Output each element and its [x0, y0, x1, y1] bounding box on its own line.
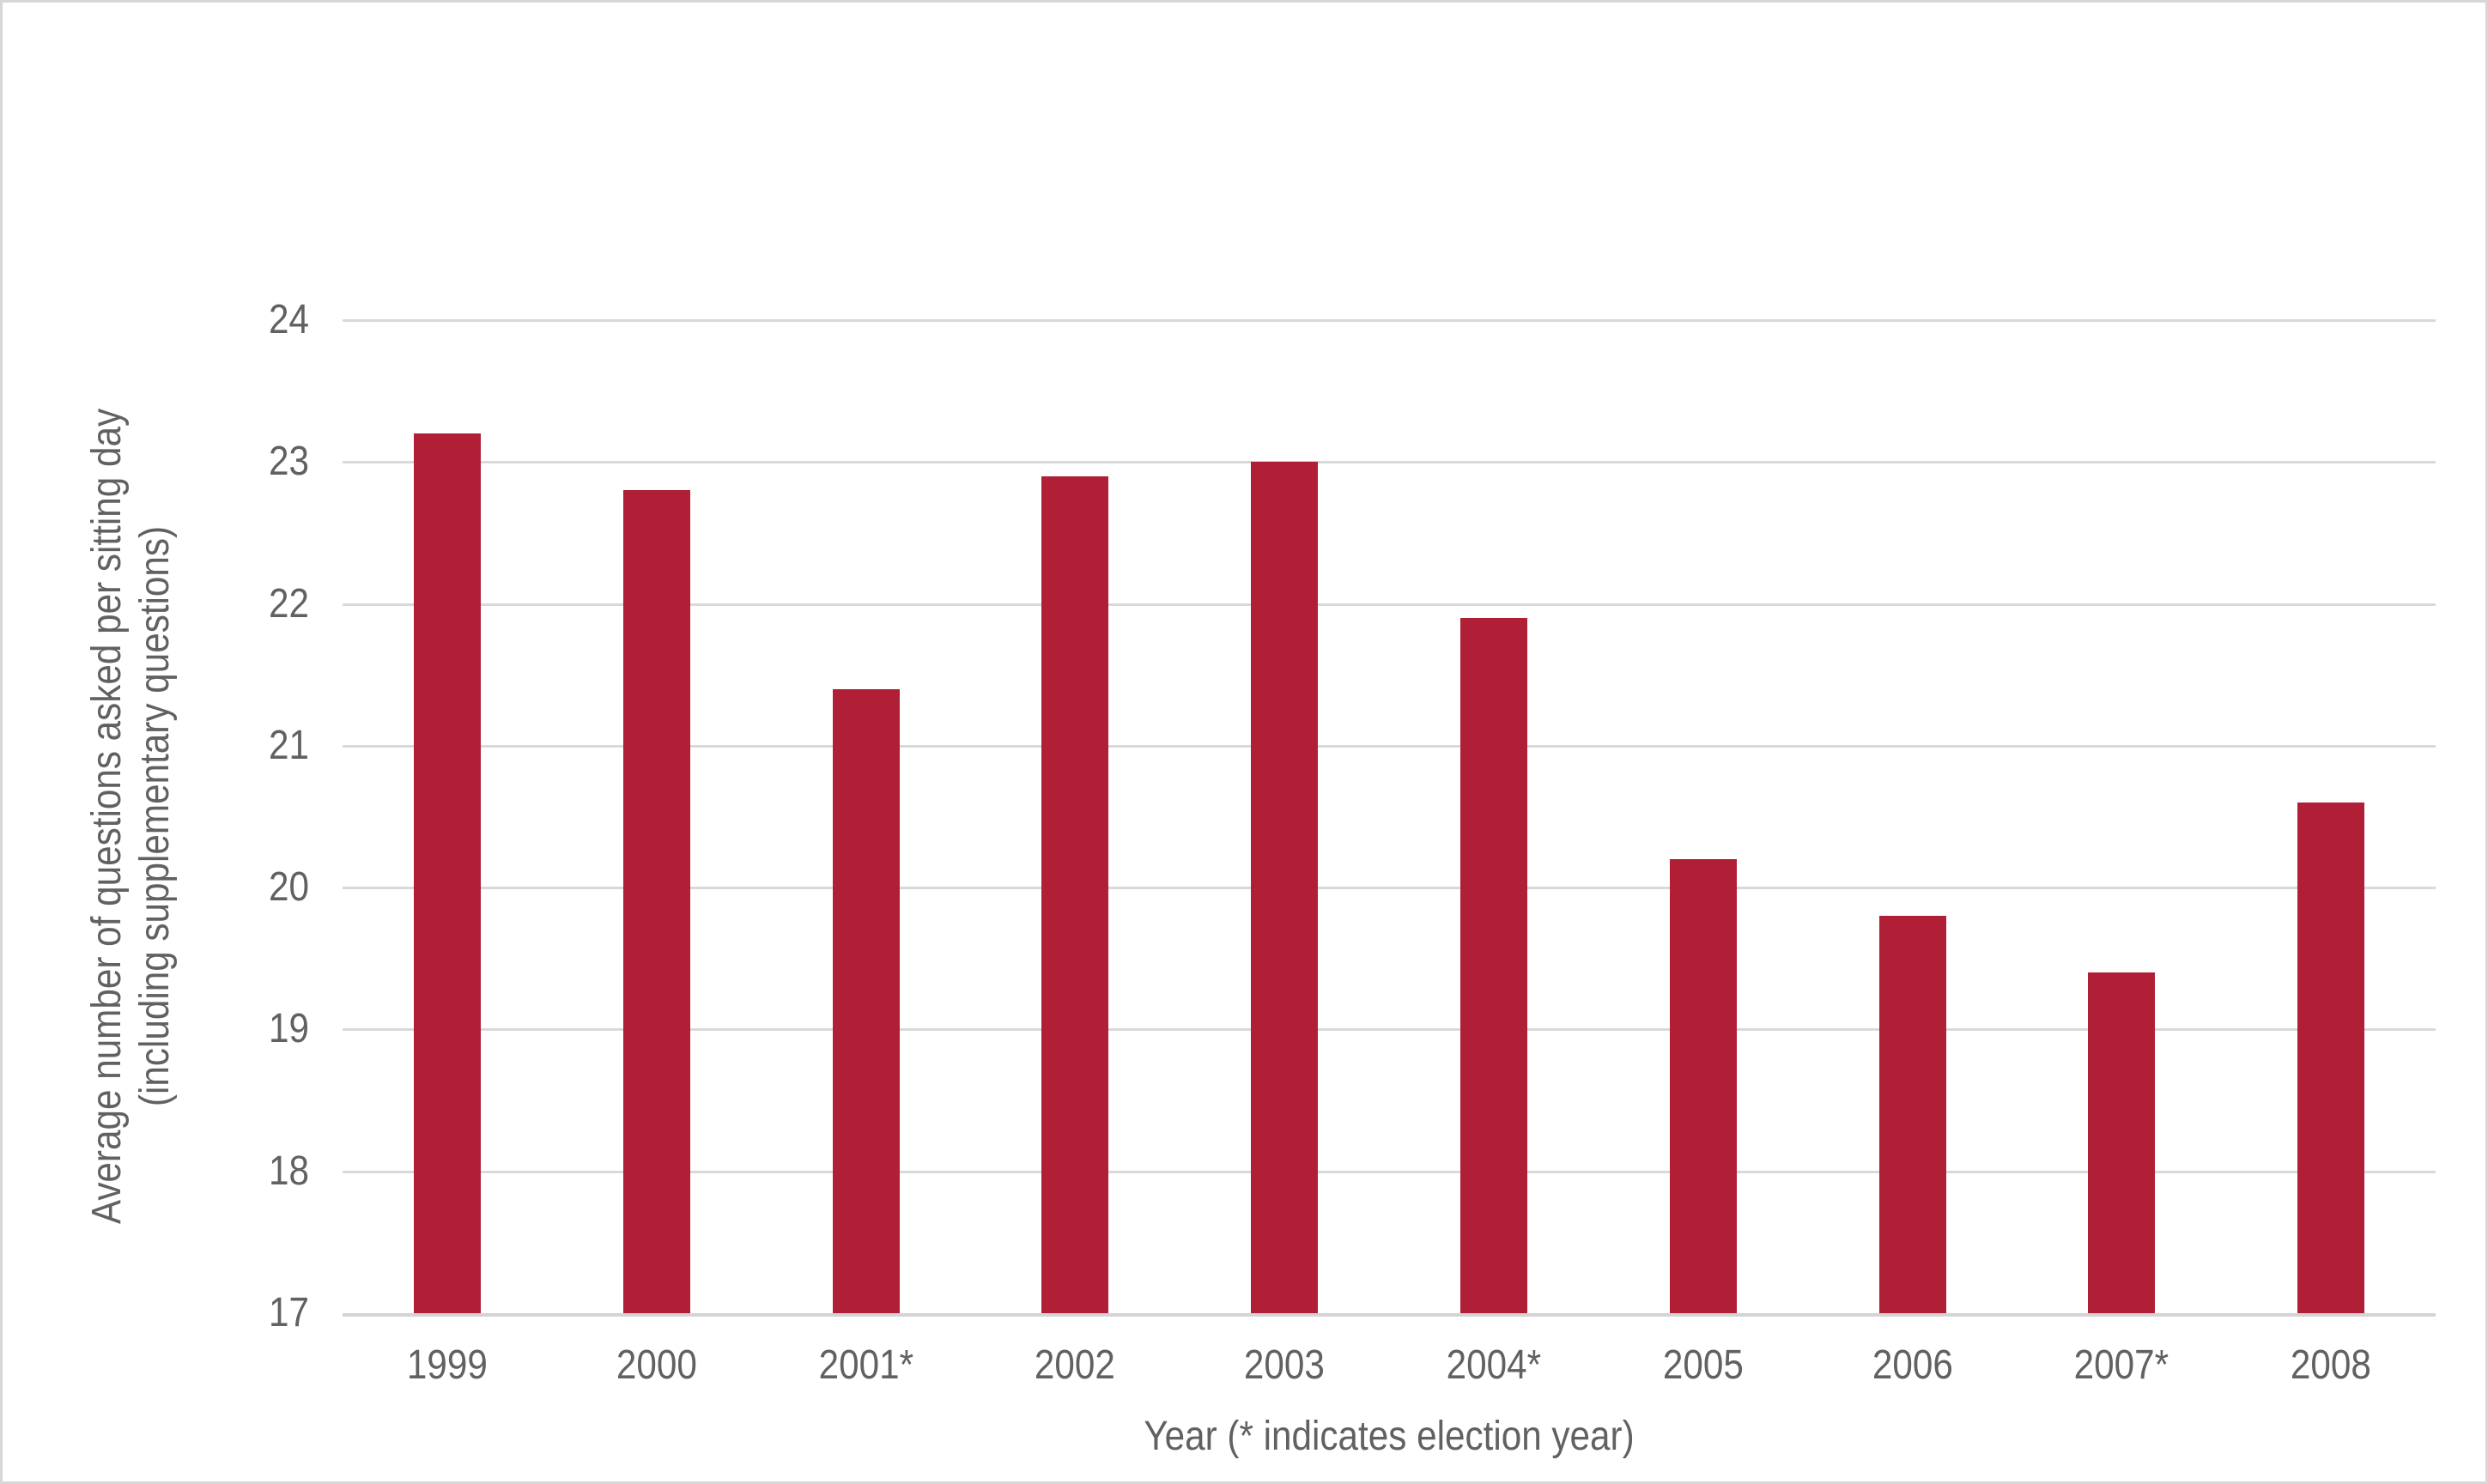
y-tick-label-19: 19 — [269, 1006, 309, 1052]
x-axis-title: Year (* indicates election year) — [1144, 1414, 1635, 1459]
x-tick-label-2008: 2008 — [2291, 1342, 2372, 1388]
bar-2006 — [1878, 916, 1946, 1313]
bar-2008 — [2297, 802, 2365, 1313]
x-tick-label-2006: 2006 — [1872, 1342, 1953, 1388]
y-axis-title-line2: (including supplementary questions) — [132, 525, 178, 1107]
x-tick-label-1999: 1999 — [406, 1342, 488, 1388]
gridline-19 — [343, 1028, 2436, 1032]
bar-2005 — [1669, 859, 1737, 1313]
y-tick-label-21: 21 — [269, 722, 309, 768]
x-tick-label-2005: 2005 — [1662, 1342, 1744, 1388]
x-tick-label-2004-election: 2004* — [1446, 1342, 1542, 1388]
gridline-21 — [343, 744, 2436, 748]
y-tick-label-20: 20 — [269, 864, 309, 911]
gridline-18 — [343, 1170, 2436, 1173]
bar-2002 — [1041, 475, 1109, 1313]
x-tick-label-2007-election: 2007* — [2074, 1342, 2169, 1388]
y-tick-label-22: 22 — [269, 580, 309, 627]
bar-2007-election — [2088, 972, 2156, 1313]
bar-1999 — [413, 433, 481, 1313]
plot-area — [343, 319, 2436, 1317]
y-axis-title-line1: Average number of questions asked per si… — [84, 408, 130, 1225]
bar-2001-election — [832, 688, 900, 1313]
bar-2004-election — [1459, 618, 1527, 1313]
bar-2003 — [1251, 462, 1319, 1313]
x-tick-label-2003: 2003 — [1244, 1342, 1326, 1388]
gridline-22 — [343, 603, 2436, 606]
y-tick-label-18: 18 — [269, 1148, 309, 1194]
gridline-20 — [343, 887, 2436, 890]
y-tick-label-24: 24 — [269, 297, 309, 342]
y-tick-label-17: 17 — [269, 1290, 309, 1336]
bar-2000 — [622, 490, 690, 1313]
y-axis-title: Average number of questions asked per si… — [83, 409, 179, 1224]
gridline-24 — [343, 319, 2436, 322]
x-tick-label-2001-election: 2001* — [818, 1342, 913, 1388]
x-tick-label-2000: 2000 — [616, 1342, 697, 1388]
gridline-23 — [343, 461, 2436, 464]
y-tick-label-23: 23 — [269, 439, 309, 485]
x-tick-label-2002: 2002 — [1035, 1342, 1116, 1388]
